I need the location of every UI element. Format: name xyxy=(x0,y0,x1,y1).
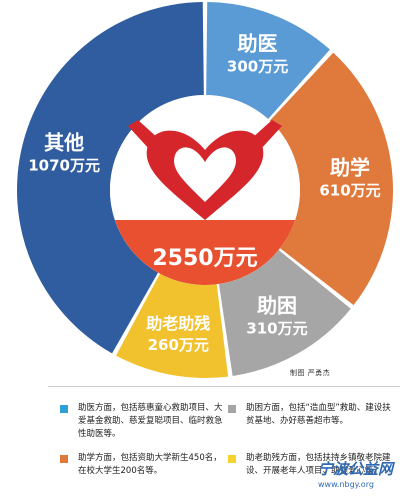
donut-chart: 2550万元 助医 300万元助学 610万元助困 310万元 助老助残 260万元 其他 1… xyxy=(17,2,393,378)
slice-label: 其他 xyxy=(44,131,84,155)
slice-label: 助老助残 xyxy=(146,314,210,333)
legend-divider xyxy=(48,386,400,387)
slice xyxy=(218,249,351,376)
slices-group xyxy=(17,2,393,378)
legend-swatch xyxy=(228,455,236,463)
slice-label: 助困 xyxy=(257,293,297,317)
slice-label: 助医 xyxy=(238,31,278,55)
legend-text: 助学方面，包括资助大学新生450名，在校大学生200名等。 xyxy=(78,453,222,476)
slice xyxy=(17,2,204,354)
heart-hands-icon xyxy=(128,120,282,220)
watermark-url: www.nbgy.org xyxy=(318,480,374,489)
slice-value-label: 260万元 xyxy=(148,336,209,354)
legend-swatch xyxy=(60,405,68,413)
legend-text: 助困方面，包括“造血型”救助、建设扶贫基地、办好慈善超市等。 xyxy=(246,403,391,426)
legend-swatch xyxy=(60,455,68,463)
slice-value-label: 1070万元 xyxy=(28,157,100,175)
total-amount: 2550万元 xyxy=(152,246,257,271)
slice-value-label: 610万元 xyxy=(319,181,380,199)
slice xyxy=(116,273,229,378)
legend: 助医方面，包括慈惠童心救助项目、大爱基金救助、慈爱复聪项目、临时救急性助医等。 … xyxy=(0,384,400,498)
legend-text: 助老助残方面，包括扶持乡镇敬老院建设、开展老年人项目、助残爱心等。 xyxy=(246,453,391,476)
slice-value-label: 310万元 xyxy=(246,319,307,337)
slice-value-label: 300万元 xyxy=(227,57,288,75)
legend-text: 助医方面，包括慈惠童心救助项目、大爱基金救助、慈爱复聪项目、临时救急性助医等。 xyxy=(78,403,223,439)
slice xyxy=(269,52,393,306)
chart-credit: 制图 严勇杰 xyxy=(290,369,331,377)
slice xyxy=(206,2,330,120)
legend-swatch xyxy=(228,405,236,413)
slice-label: 助学 xyxy=(330,155,370,179)
watermark-logo: 宁波公益网 xyxy=(318,460,394,478)
